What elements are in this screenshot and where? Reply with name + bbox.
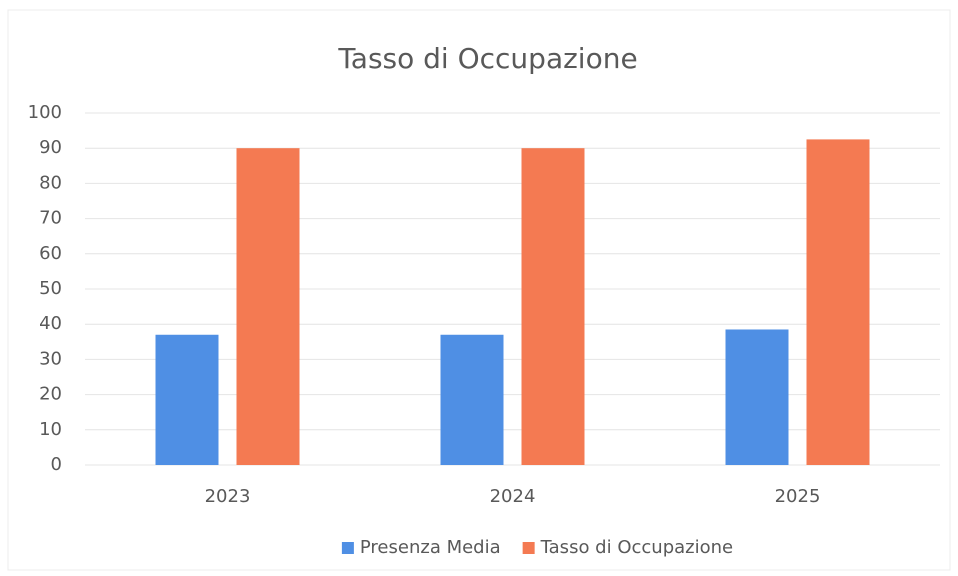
y-tick-label: 0 [51,454,62,475]
x-tick-label: 2024 [490,486,536,507]
y-tick-label: 20 [39,384,62,405]
bar [725,329,789,465]
y-tick-label: 50 [39,278,62,299]
legend-swatch [522,542,535,554]
bar [440,334,504,465]
legend-label: Tasso di Occupazione [540,537,733,558]
bar [236,148,300,465]
legend-swatch [341,542,354,554]
bar [521,148,585,465]
chart-title: Tasso di Occupazione [337,42,637,75]
y-tick-label: 80 [39,172,62,193]
legend-label: Presenza Media [360,537,501,558]
y-tick-label: 60 [39,243,62,264]
y-tick-label: 70 [39,208,62,229]
bar [806,139,870,465]
bar [155,334,219,465]
y-tick-label: 100 [28,102,62,123]
y-tick-label: 10 [39,419,62,440]
x-tick-label: 2023 [205,486,251,507]
x-tick-label: 2025 [775,486,821,507]
chart-frame [7,9,951,571]
y-tick-label: 30 [39,348,62,369]
y-tick-label: 40 [39,313,62,334]
y-tick-label: 90 [39,137,62,158]
